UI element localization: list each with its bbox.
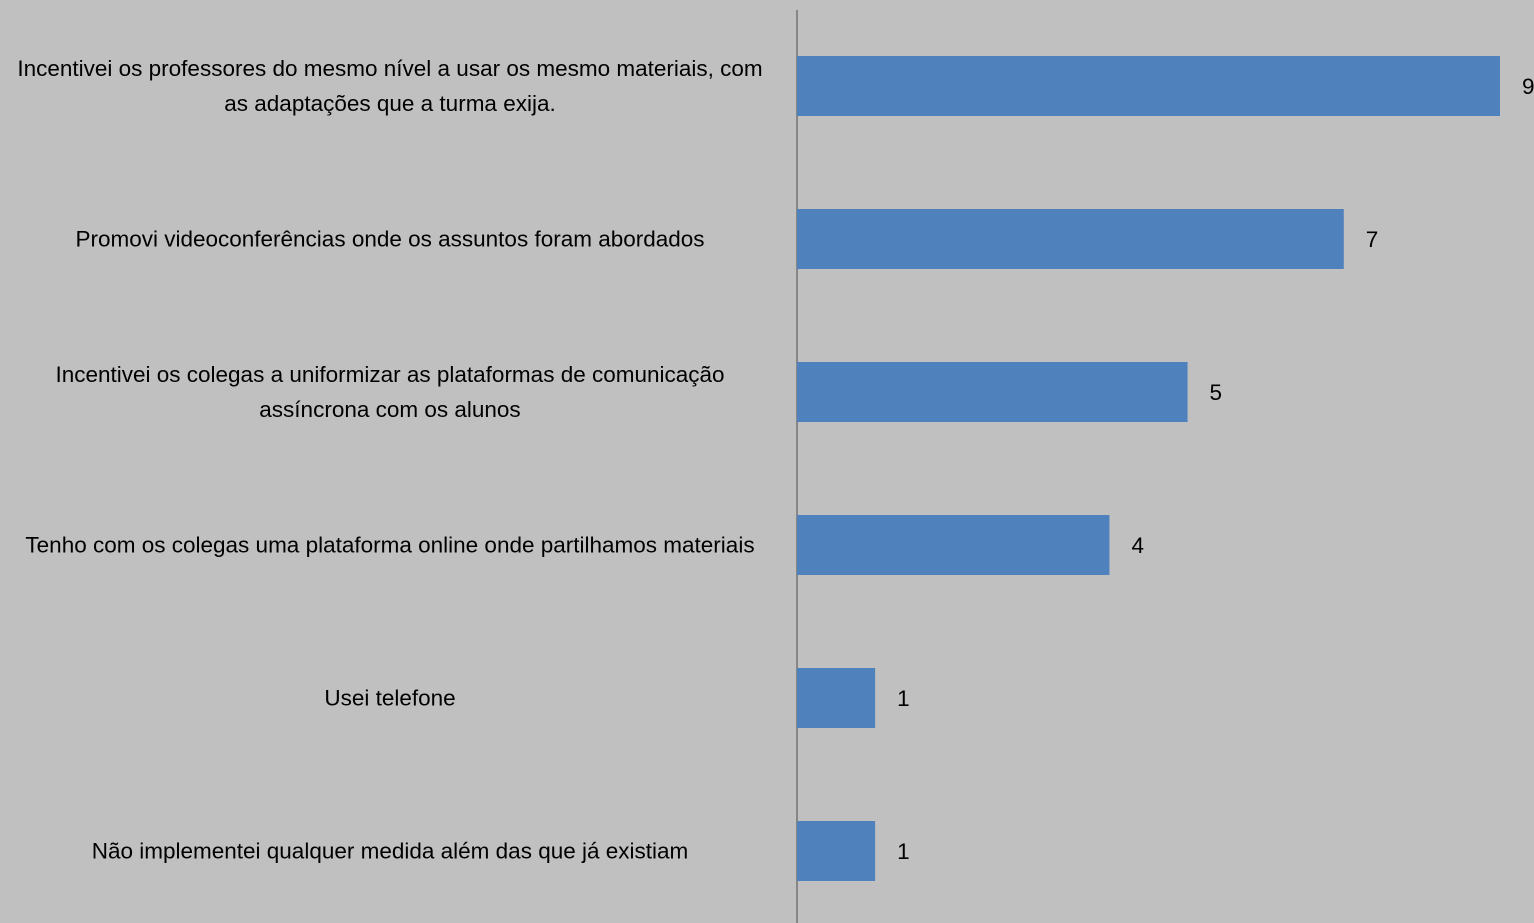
category-label: Incentivei os professores do mesmo nível… xyxy=(17,56,763,116)
category-label: Incentivei os colegas a uniformizar as p… xyxy=(55,362,725,422)
value-label: 1 xyxy=(897,686,910,711)
category-label: Não implementei qualquer medida além das… xyxy=(91,838,689,864)
bar xyxy=(797,821,876,881)
bar xyxy=(797,362,1188,422)
bar xyxy=(797,515,1110,575)
bar xyxy=(797,56,1500,116)
value-label: 4 xyxy=(1131,533,1144,558)
value-label: 1 xyxy=(897,839,910,864)
category-label: Usei telefone xyxy=(324,685,456,711)
value-label: 7 xyxy=(1366,227,1379,252)
value-label: 5 xyxy=(1210,380,1223,405)
bar xyxy=(797,209,1344,269)
category-label: Promovi videoconferências onde os assunt… xyxy=(75,226,705,252)
category-label: Tenho com os colegas uma plataforma onli… xyxy=(25,532,755,558)
value-label: 9 xyxy=(1522,74,1534,99)
bar xyxy=(797,668,876,728)
